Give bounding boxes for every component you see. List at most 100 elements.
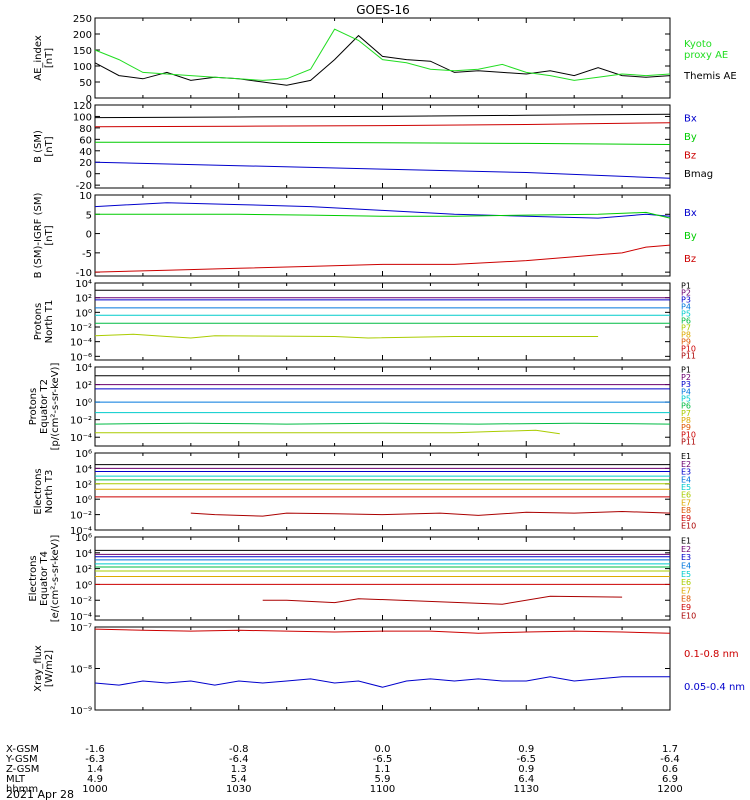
y-axis-label-line: North T3 bbox=[44, 470, 55, 514]
y-axis-label-line: Xray_flux bbox=[33, 645, 44, 692]
footer-value: 0.6 bbox=[662, 764, 678, 775]
series-e10 bbox=[262, 595, 623, 605]
legend-line: P5 bbox=[681, 310, 691, 319]
y-tick-label: 5 bbox=[86, 210, 92, 221]
legend-pn-9: P10 bbox=[681, 345, 696, 354]
y-axis-label: Xray_flux[W/m2] bbox=[33, 645, 55, 692]
y-axis-label-line: Electrons bbox=[33, 468, 44, 514]
date-label: 2021 Apr 28 bbox=[6, 788, 74, 800]
y-tick-label: 200 bbox=[73, 30, 92, 41]
legend-line: Bmag bbox=[684, 169, 713, 180]
legend-line: P9 bbox=[681, 423, 691, 432]
legend-line: P8 bbox=[681, 416, 691, 425]
legend-line: P9 bbox=[681, 338, 691, 347]
y-tick-label: 10⁻⁴ bbox=[70, 526, 92, 537]
y-tick-label: 10⁻² bbox=[70, 511, 92, 522]
y-axis-label-line: [p/(cm²-s-sr-keV)] bbox=[50, 363, 61, 451]
y-axis-label-line: [nT] bbox=[44, 225, 55, 245]
legend-line: E8 bbox=[681, 595, 691, 604]
legend-bigrf-2: Bz bbox=[684, 254, 696, 265]
y-axis-label-line: [nT] bbox=[44, 136, 55, 156]
y-axis-label: ProtonsNorth T1 bbox=[33, 300, 55, 344]
legend-line: P4 bbox=[681, 303, 691, 312]
legend-line: P1 bbox=[681, 366, 691, 375]
legend-pn-7: P8 bbox=[681, 331, 691, 340]
panel-frame bbox=[94, 282, 671, 361]
legend-pe-4: P5 bbox=[681, 394, 691, 403]
y-tick-label: 10⁻⁴ bbox=[70, 433, 92, 444]
y-tick-label: 10² bbox=[75, 381, 92, 392]
footer-value: 1.1 bbox=[375, 764, 391, 775]
y-tick-label: 10⁻² bbox=[70, 323, 92, 334]
legend-line: E1 bbox=[681, 452, 691, 461]
legend-line: E2 bbox=[681, 545, 691, 554]
legend-line: P6 bbox=[681, 402, 691, 411]
y-tick-label: 10⁰ bbox=[75, 495, 92, 506]
y-tick-label: 10⁻⁴ bbox=[70, 338, 92, 349]
legend-line: P10 bbox=[681, 345, 696, 354]
y-tick-label: 10⁻⁴ bbox=[70, 612, 92, 623]
series-bmag bbox=[94, 113, 671, 119]
series-bz bbox=[94, 122, 671, 128]
y-axis-label-line: North T1 bbox=[44, 300, 55, 344]
legend-pe-6: P7 bbox=[681, 409, 691, 418]
footer-value: 0.0 bbox=[375, 744, 391, 755]
y-tick-label: 10⁻⁷ bbox=[70, 623, 92, 634]
y-tick-label: 10⁻² bbox=[70, 416, 92, 427]
panel-frame bbox=[94, 366, 671, 447]
y-tick-label: 250 bbox=[73, 14, 92, 25]
legend-line: E6 bbox=[681, 578, 691, 587]
footer-row-label: Y-GSM bbox=[5, 754, 38, 765]
y-tick-label: 0 bbox=[86, 230, 92, 241]
legend-pn-4: P5 bbox=[681, 310, 691, 319]
legend-pn-3: P4 bbox=[681, 303, 691, 312]
y-tick-label: -10 bbox=[76, 268, 92, 279]
y-axis-label-line: [W/m2] bbox=[44, 650, 55, 687]
panel-xray: 10⁻⁷ 10⁻⁸ 10⁻⁹ Xray_flux[W/m2] 0.1-0.8 nm 0.0… bbox=[33, 623, 745, 717]
y-axis-label: ElectronsNorth T3 bbox=[33, 468, 55, 514]
series-themis-ae bbox=[94, 34, 671, 86]
footer-value: -0.8 bbox=[229, 744, 249, 755]
y-tick-label: 10⁴ bbox=[75, 363, 92, 374]
panel-frame bbox=[94, 536, 671, 621]
legend-xray-1: 0.05-0.4 nm bbox=[684, 682, 745, 693]
legend-line: E3 bbox=[681, 553, 691, 562]
legend-line: E9 bbox=[681, 603, 691, 612]
y-tick-label: 10⁻⁸ bbox=[70, 665, 92, 676]
y-tick-label: 100 bbox=[73, 62, 92, 73]
panel-ee: 10⁶ 10⁴ 10² 10⁰ 10⁻² 10⁻⁴ ElectronsEquator T4[… bbox=[28, 533, 696, 623]
legend-line: proxy AE bbox=[684, 50, 728, 61]
y-tick-label: -20 bbox=[76, 181, 92, 192]
footer-value: 1.7 bbox=[662, 744, 678, 755]
y-tick-label: -5 bbox=[82, 249, 92, 260]
y-tick-label: 10⁻⁶ bbox=[70, 352, 92, 363]
legend-line: E5 bbox=[681, 570, 691, 579]
y-axis-label-line: Protons bbox=[33, 303, 44, 340]
legend-en-6: E7 bbox=[681, 498, 691, 507]
y-axis-label: B (SM)[nT] bbox=[33, 130, 55, 163]
legend-line: P8 bbox=[681, 331, 691, 340]
legend-line: E7 bbox=[681, 498, 691, 507]
legend-line: P2 bbox=[681, 289, 691, 298]
legend-pn-8: P9 bbox=[681, 338, 691, 347]
legend-pn-6: P7 bbox=[681, 324, 691, 333]
legend-line: By bbox=[684, 132, 697, 143]
y-axis-label: B (SM)-IGRF (SM)[nT] bbox=[33, 193, 55, 279]
y-tick-label: 0 bbox=[86, 94, 92, 105]
series-0-05-0-4-nm bbox=[94, 676, 670, 688]
legend-ee-5: E6 bbox=[681, 578, 691, 587]
legend-line: E7 bbox=[681, 586, 691, 595]
y-tick-label: 40 bbox=[79, 147, 92, 158]
y-tick-label: 10⁴ bbox=[75, 549, 92, 560]
y-tick-label: 150 bbox=[73, 46, 92, 57]
legend-line: E2 bbox=[681, 460, 691, 469]
legend-line: Bz bbox=[684, 254, 696, 265]
y-axis-label: AE_index[nT] bbox=[33, 35, 55, 81]
legend-en-4: E5 bbox=[681, 483, 691, 492]
y-axis-label-line: B (SM)-IGRF (SM) bbox=[33, 193, 44, 279]
y-tick-label: 100 bbox=[73, 112, 92, 123]
legend-pn-1: P2 bbox=[681, 289, 691, 298]
y-tick-label: 10 bbox=[79, 191, 92, 202]
